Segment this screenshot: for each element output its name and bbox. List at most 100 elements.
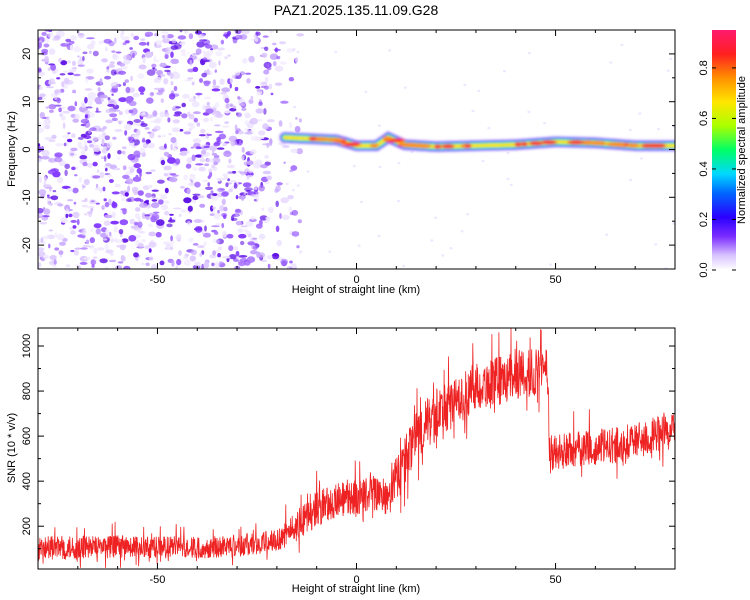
noise-speck	[471, 109, 475, 113]
noise-speck	[279, 61, 287, 65]
noise-speck	[65, 38, 72, 43]
noise-speck	[86, 211, 93, 215]
noise-speck	[46, 194, 50, 197]
noise-speck	[205, 108, 214, 114]
noise-speck	[192, 138, 202, 144]
noise-speck	[193, 117, 198, 123]
noise-speck	[74, 114, 80, 120]
noise-speck	[675, 137, 678, 139]
noise-speck	[256, 195, 259, 202]
noise-speck	[263, 255, 267, 262]
noise-speck	[133, 189, 138, 196]
noise-speck	[103, 38, 112, 44]
noise-speck	[204, 96, 212, 100]
noise-speck	[212, 250, 217, 256]
noise-speck	[40, 237, 44, 244]
noise-speck	[187, 111, 191, 117]
noise-speck	[261, 52, 268, 58]
noise-speck	[133, 35, 140, 41]
noise-speck	[56, 92, 62, 95]
noise-speck	[96, 169, 100, 174]
noise-speck	[112, 54, 119, 61]
noise-speck	[291, 209, 299, 216]
noise-speck	[106, 69, 110, 73]
noise-speck	[84, 88, 93, 91]
noise-speck	[139, 202, 148, 208]
noise-speck	[268, 30, 274, 34]
noise-speck	[211, 206, 216, 209]
noise-speck	[142, 185, 150, 191]
noise-speck	[266, 119, 275, 123]
noise-speck	[195, 146, 201, 150]
noise-speck	[124, 79, 130, 83]
noise-speck	[269, 138, 273, 145]
noise-speck	[160, 159, 166, 166]
noise-speck	[170, 45, 179, 50]
noise-speck	[82, 185, 86, 188]
noise-speck	[290, 148, 298, 154]
noise-speck	[235, 195, 239, 200]
noise-speck	[76, 219, 80, 226]
noise-speck	[172, 72, 181, 80]
noise-speck	[100, 205, 106, 209]
noise-speck	[266, 255, 273, 260]
noise-speck	[56, 97, 61, 104]
noise-speck	[151, 63, 157, 68]
noise-speck	[68, 68, 77, 73]
noise-speck	[203, 261, 210, 269]
noise-speck	[187, 77, 194, 80]
noise-speck	[163, 151, 170, 157]
noise-speck	[247, 174, 254, 178]
noise-speck	[244, 120, 250, 126]
signal-band-peak	[588, 140, 605, 146]
noise-speck	[118, 97, 128, 103]
noise-speck	[141, 212, 146, 219]
noise-speck	[93, 247, 98, 254]
noise-speck	[261, 207, 265, 211]
noise-speck	[48, 104, 57, 110]
noise-speck	[194, 154, 203, 158]
noise-speck	[210, 48, 214, 51]
noise-speck	[92, 256, 98, 259]
noise-speck	[183, 197, 192, 204]
noise-speck	[55, 143, 64, 147]
noise-speck	[184, 253, 190, 257]
noise-speck	[145, 34, 151, 37]
signal-band-peak	[434, 144, 442, 149]
noise-speck	[170, 235, 174, 242]
noise-speck	[192, 195, 199, 201]
noise-speck	[41, 150, 50, 157]
noise-speck	[199, 78, 203, 83]
colorbar-tick-label: 0.8	[698, 60, 710, 75]
noise-speck	[83, 257, 91, 260]
noise-speck	[81, 204, 88, 208]
noise-speck	[198, 166, 206, 172]
signal-band-peak	[308, 136, 317, 141]
noise-speck	[221, 87, 231, 93]
noise-speck	[107, 103, 115, 107]
noise-speck	[200, 128, 206, 134]
noise-speck	[38, 207, 44, 214]
noise-speck	[99, 94, 108, 99]
noise-speck	[132, 52, 135, 59]
noise-speck	[189, 122, 196, 130]
noise-speck	[53, 35, 61, 40]
noise-speck	[180, 53, 187, 57]
noise-speck	[125, 96, 134, 102]
noise-speck	[87, 140, 92, 144]
noise-speck	[65, 208, 70, 214]
noise-speck	[202, 104, 206, 110]
noise-speck	[164, 143, 167, 149]
noise-speck	[176, 258, 182, 266]
noise-speck	[106, 174, 112, 178]
noise-speck	[181, 102, 186, 108]
noise-speck	[160, 98, 165, 104]
noise-speck	[142, 143, 148, 149]
noise-speck	[208, 168, 213, 173]
noise-speck	[86, 205, 95, 209]
noise-speck	[183, 30, 189, 34]
noise-speck	[266, 142, 270, 149]
noise-speck	[71, 133, 76, 138]
noise-speck	[82, 51, 88, 55]
